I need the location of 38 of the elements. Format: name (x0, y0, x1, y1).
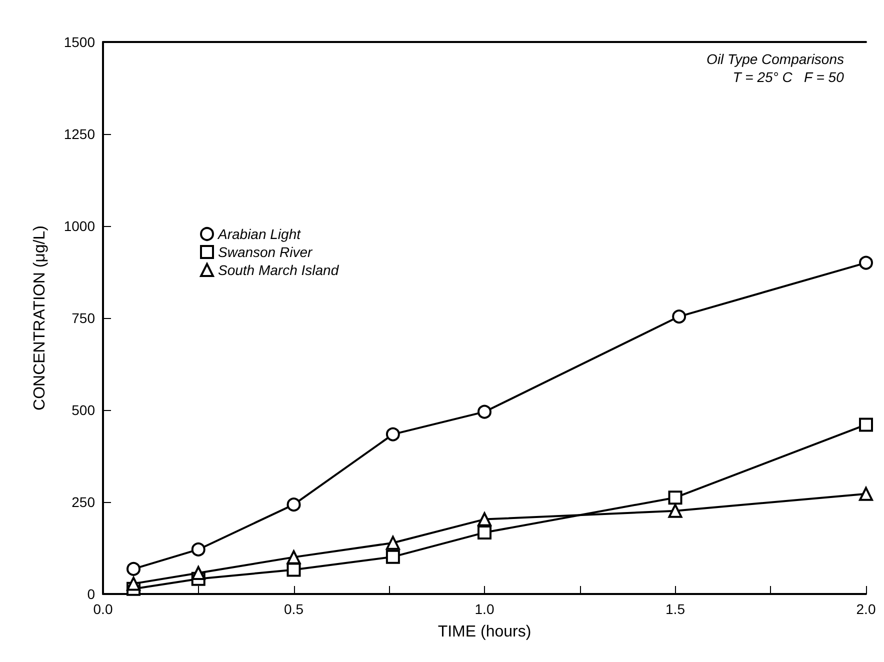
annotation: Oil Type Comparisons (706, 51, 844, 67)
point (286, 498, 301, 512)
point (859, 256, 873, 270)
y-tick-label: 1500 (64, 34, 96, 50)
point (859, 486, 873, 501)
x-axis-title: TIME (hours) (438, 624, 532, 640)
point (668, 490, 682, 505)
y-tick-label: 750 (72, 310, 96, 326)
legend-label: Swanson River (218, 244, 314, 260)
annotation: T = 25° C F = 50 (732, 69, 844, 85)
point (386, 550, 400, 564)
point (286, 550, 301, 564)
point (478, 404, 492, 419)
y-tick-label: 500 (72, 402, 96, 418)
legend-label: South March Island (218, 262, 340, 278)
y-tick-label: 0 (87, 586, 96, 602)
x-tick-label: 1.0 (474, 601, 494, 617)
point (386, 536, 400, 550)
point (191, 542, 206, 556)
point (859, 418, 873, 432)
point (191, 566, 206, 580)
point (286, 562, 301, 577)
y-axis-title: CONCENTRATION (μg/L) (32, 226, 48, 410)
point (126, 576, 141, 591)
point (668, 504, 682, 518)
point (386, 427, 400, 442)
x-tick-label: 1.5 (666, 601, 686, 617)
legend-label: Arabian Light (217, 226, 302, 242)
x-tick-label: 2.0 (856, 601, 876, 617)
point (478, 526, 492, 540)
point (126, 562, 141, 576)
point (478, 512, 492, 526)
point (672, 310, 686, 324)
y-tick-label: 1000 (64, 218, 96, 234)
y-tick-label: 1250 (64, 126, 96, 142)
x-tick-label: 0.5 (284, 601, 304, 617)
y-tick-label: 250 (72, 494, 96, 510)
x-tick-label: 0.0 (93, 601, 113, 617)
